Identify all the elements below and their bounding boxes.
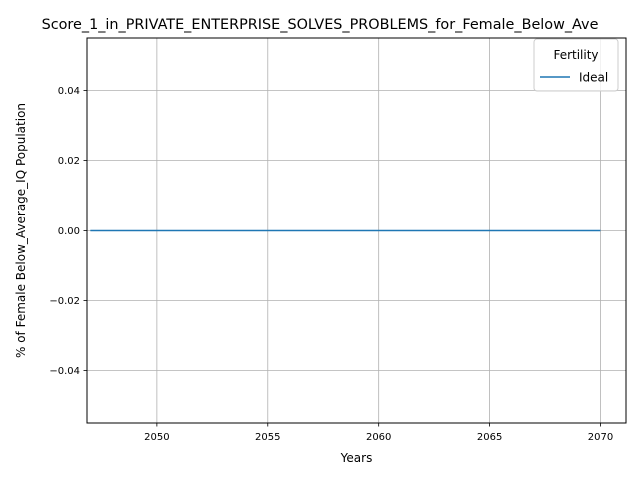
legend-box	[533, 38, 619, 92]
x-tick-label: 2060	[366, 432, 391, 443]
x-axis: 2050 2055 2060 2065 2070	[144, 423, 613, 443]
legend-title: Fertility	[553, 48, 598, 62]
x-tick-label: 2065	[477, 432, 502, 443]
x-tick-label: 2055	[255, 432, 280, 443]
y-tick-label: −0.02	[49, 296, 80, 307]
grid	[87, 38, 626, 423]
legend-label-ideal: Ideal	[579, 71, 608, 85]
x-axis-label: Years	[340, 451, 373, 465]
x-tick-label: 2070	[588, 432, 613, 443]
y-tick-label: −0.04	[49, 366, 80, 377]
y-tick-label: 0.04	[58, 86, 80, 97]
x-tick-label: 2050	[144, 432, 169, 443]
y-axis: 0.04 0.02 0.00 −0.02 −0.04	[49, 86, 87, 377]
y-axis-label: % of Female Below_Average_IQ Population	[14, 103, 28, 358]
y-tick-label: 0.00	[58, 226, 80, 237]
y-tick-label: 0.02	[58, 156, 80, 167]
legend: Fertility Ideal	[533, 38, 619, 92]
chart-title: Score_1_in_PRIVATE_ENTERPRISE_SOLVES_PRO…	[42, 17, 599, 33]
